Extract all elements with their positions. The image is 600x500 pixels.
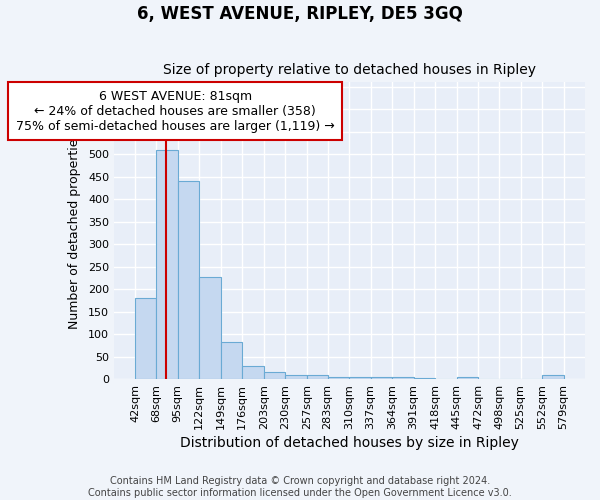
- Bar: [156, 150, 178, 379]
- Text: Contains HM Land Registry data © Crown copyright and database right 2024.
Contai: Contains HM Land Registry data © Crown c…: [88, 476, 512, 498]
- Text: 6 WEST AVENUE: 81sqm
← 24% of detached houses are smaller (358)
75% of semi-deta: 6 WEST AVENUE: 81sqm ← 24% of detached h…: [16, 90, 335, 133]
- Bar: [264, 372, 285, 379]
- Bar: [457, 377, 478, 379]
- Bar: [221, 342, 242, 379]
- Bar: [178, 181, 199, 379]
- Title: Size of property relative to detached houses in Ripley: Size of property relative to detached ho…: [163, 63, 536, 77]
- Text: 6, WEST AVENUE, RIPLEY, DE5 3GQ: 6, WEST AVENUE, RIPLEY, DE5 3GQ: [137, 5, 463, 23]
- Y-axis label: Number of detached properties: Number of detached properties: [68, 132, 81, 329]
- Bar: [199, 277, 221, 379]
- Bar: [285, 375, 307, 379]
- Bar: [136, 298, 156, 379]
- Bar: [392, 378, 413, 379]
- Bar: [242, 366, 264, 379]
- Bar: [328, 377, 349, 379]
- X-axis label: Distribution of detached houses by size in Ripley: Distribution of detached houses by size …: [180, 436, 519, 450]
- Bar: [413, 378, 435, 379]
- Bar: [307, 376, 328, 379]
- Bar: [371, 377, 392, 379]
- Bar: [349, 378, 371, 379]
- Bar: [542, 376, 563, 379]
